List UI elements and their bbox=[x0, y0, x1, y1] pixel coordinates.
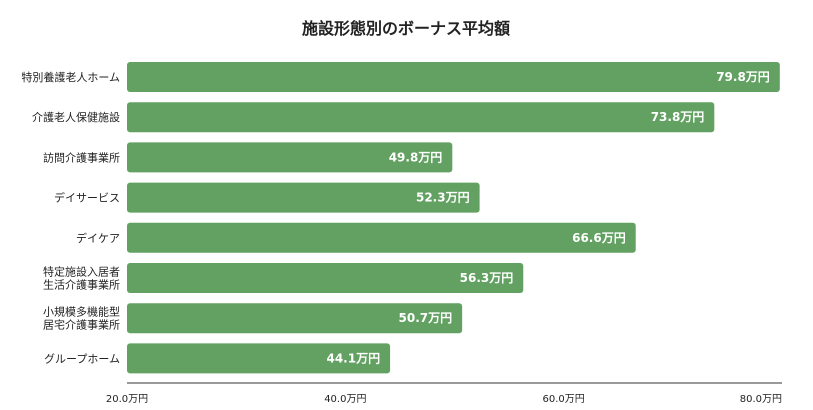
category-label: 生活介護事業所 bbox=[43, 278, 120, 292]
x-tick-label: 40.0万円 bbox=[324, 394, 366, 405]
bar-value-label: 44.1万円 bbox=[326, 351, 380, 365]
category-label: 特定施設入居者 bbox=[43, 265, 120, 279]
category-label: デイサービス bbox=[54, 191, 120, 205]
bar bbox=[127, 182, 480, 213]
bar bbox=[127, 303, 463, 334]
bar-value-label: 50.7万円 bbox=[399, 311, 453, 325]
bar-value-label: 52.3万円 bbox=[416, 191, 470, 205]
bar bbox=[127, 263, 524, 293]
bar bbox=[127, 222, 636, 253]
bar-value-label: 73.8万円 bbox=[651, 110, 705, 124]
bar bbox=[127, 142, 453, 173]
x-tick-label: 20.0万円 bbox=[106, 394, 148, 405]
bar bbox=[127, 343, 391, 374]
category-label: 小規模多機能型 bbox=[43, 305, 120, 319]
x-tick-label: 80.0万円 bbox=[740, 394, 782, 405]
chart-title: 施設形態別のボーナス平均額 bbox=[302, 19, 510, 38]
value-labels: 79.8万円 73.8万円 49.8万円 52.3万円 66.6万円 56.3万円 50.7… bbox=[326, 70, 769, 365]
category-label: 介護老人保健施設 bbox=[32, 110, 120, 124]
category-label: 訪問介護事業所 bbox=[43, 150, 120, 164]
bar bbox=[127, 102, 715, 133]
bar-value-label: 56.3万円 bbox=[460, 271, 514, 285]
category-label: グループホーム bbox=[44, 351, 120, 365]
category-labels: 特別養護老人ホーム介護老人保健施設訪問介護事業所デイサービスデイケア特定施設入居… bbox=[21, 70, 120, 365]
category-label: デイケア bbox=[76, 231, 120, 245]
bar-value-label: 66.6万円 bbox=[572, 231, 626, 245]
bar bbox=[127, 62, 780, 92]
bar-value-label: 49.8万円 bbox=[389, 150, 443, 164]
x-tick-label: 60.0万円 bbox=[543, 394, 585, 405]
category-label: 特別養護老人ホーム bbox=[21, 70, 120, 84]
bar-value-label: 79.8万円 bbox=[716, 70, 770, 84]
x-axis-ticks: 20.0万円 40.0万円 60.0万円 80.0万円 bbox=[106, 394, 782, 405]
category-label: 居宅介護事業所 bbox=[43, 318, 120, 332]
bars-layer bbox=[127, 62, 780, 374]
